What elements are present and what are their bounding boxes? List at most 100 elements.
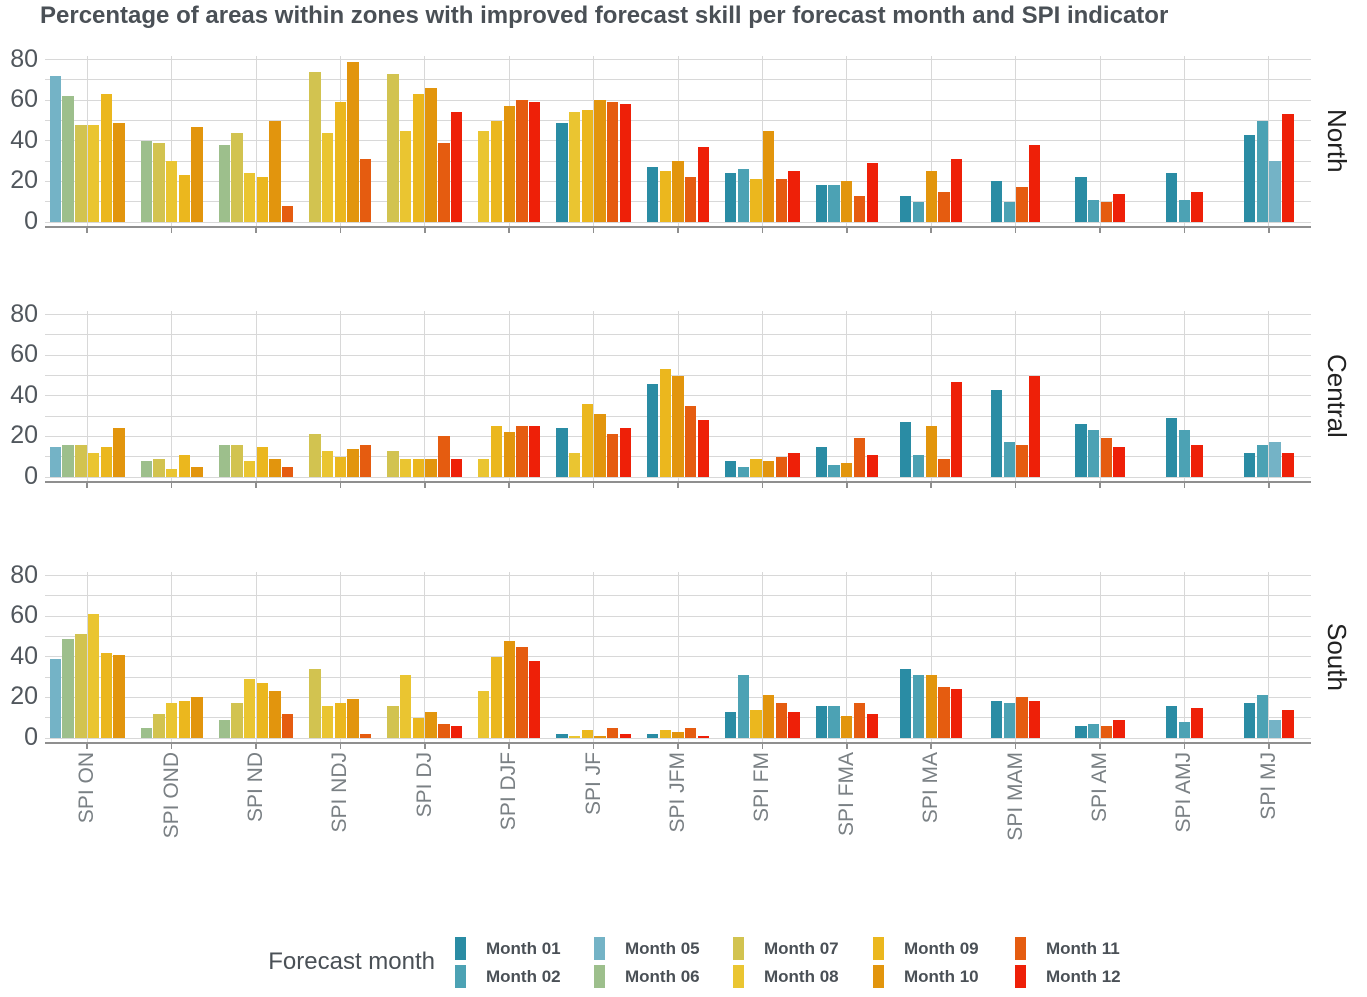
x-axis-tick <box>1099 228 1101 233</box>
bar <box>178 454 190 477</box>
bar <box>1075 177 1087 222</box>
bar <box>490 426 503 477</box>
bar <box>218 719 230 738</box>
x-axis-group-label: SPI MA <box>919 752 943 824</box>
bar <box>912 201 925 222</box>
bar <box>528 102 541 222</box>
bar <box>568 735 581 738</box>
bar <box>425 88 437 222</box>
bar <box>568 112 581 222</box>
bar <box>672 375 684 477</box>
x-axis-tick <box>255 744 257 749</box>
bar <box>75 634 87 738</box>
bar <box>1075 424 1087 477</box>
bar <box>938 191 950 222</box>
bar <box>1087 199 1100 222</box>
bar <box>334 456 347 477</box>
bar <box>100 94 112 222</box>
x-axis-tick <box>846 483 848 488</box>
x-axis-tick <box>1099 744 1101 749</box>
bar <box>113 654 125 738</box>
legend-swatch <box>733 937 744 960</box>
bar <box>1282 114 1294 222</box>
bar <box>775 456 788 477</box>
bar <box>606 102 619 222</box>
bar <box>516 426 528 477</box>
x-axis-tick <box>592 228 595 233</box>
bar <box>1191 191 1203 222</box>
bar <box>556 122 568 222</box>
legend-swatch <box>594 965 605 988</box>
bar <box>1113 193 1125 222</box>
x-axis-tick <box>1183 228 1186 233</box>
bar <box>165 161 178 222</box>
legend-item-label: Month 09 <box>904 939 979 958</box>
legend-item-label: Month 01 <box>486 939 561 958</box>
bar <box>950 381 963 477</box>
x-axis-tick <box>1268 483 1270 488</box>
bar <box>594 735 606 738</box>
legend-swatch <box>455 965 466 988</box>
legend-title: Forecast month <box>268 948 435 975</box>
bar <box>1016 444 1028 477</box>
x-axis-group-label: SPI DJ <box>412 752 436 818</box>
y-axis-tick-label: 80 <box>10 560 38 589</box>
x-axis-tick <box>846 228 848 233</box>
bar <box>113 122 125 222</box>
bar <box>990 701 1003 738</box>
bar <box>724 173 737 222</box>
bar <box>672 161 684 222</box>
bar <box>153 713 165 738</box>
bar <box>309 434 321 477</box>
bar <box>750 458 762 477</box>
bar <box>556 428 568 477</box>
x-axis-tick <box>508 744 510 749</box>
x-axis-tick <box>1014 744 1017 749</box>
bar <box>450 725 463 738</box>
x-axis-tick <box>592 483 595 488</box>
x-axis-tick <box>846 744 848 749</box>
bar <box>1191 444 1203 477</box>
bar <box>1178 721 1191 738</box>
y-axis-tick-label: 20 <box>10 421 38 450</box>
bar <box>912 454 925 477</box>
bar <box>49 75 62 222</box>
bar <box>478 130 490 222</box>
bar <box>478 691 490 738</box>
bar <box>243 679 256 738</box>
bar <box>828 464 840 477</box>
bar <box>438 142 450 222</box>
bar <box>1028 375 1041 477</box>
bar <box>528 660 541 738</box>
bar <box>503 432 515 477</box>
bar <box>1113 719 1125 738</box>
x-axis-tick <box>1183 483 1186 488</box>
bar <box>516 646 528 738</box>
bar <box>140 727 152 738</box>
bar <box>900 668 912 738</box>
bar <box>347 448 359 477</box>
bar <box>178 701 190 738</box>
x-axis-tick <box>1014 228 1017 233</box>
bar <box>581 110 593 222</box>
bar <box>1003 442 1015 477</box>
bar <box>322 450 334 477</box>
bar <box>387 450 399 477</box>
bar <box>646 167 659 222</box>
x-axis-group-label: SPI MAM <box>1003 752 1027 841</box>
bar <box>360 159 372 222</box>
bar <box>594 100 606 222</box>
bar <box>815 705 828 738</box>
bar <box>1100 725 1113 738</box>
bar <box>685 405 697 477</box>
bar <box>697 735 710 738</box>
bar <box>400 458 412 477</box>
bar <box>853 703 866 738</box>
bar <box>1016 187 1028 222</box>
bar <box>646 733 659 738</box>
x-axis-tick <box>255 483 257 488</box>
bar <box>256 446 269 477</box>
gridline-horizontal <box>45 636 1311 637</box>
bar <box>990 389 1003 477</box>
legend-item-label: Month 11 <box>1046 939 1120 958</box>
